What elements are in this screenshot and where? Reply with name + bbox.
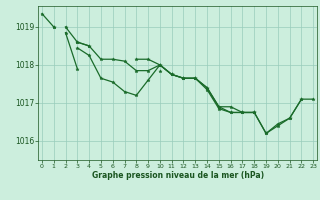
X-axis label: Graphe pression niveau de la mer (hPa): Graphe pression niveau de la mer (hPa) (92, 171, 264, 180)
